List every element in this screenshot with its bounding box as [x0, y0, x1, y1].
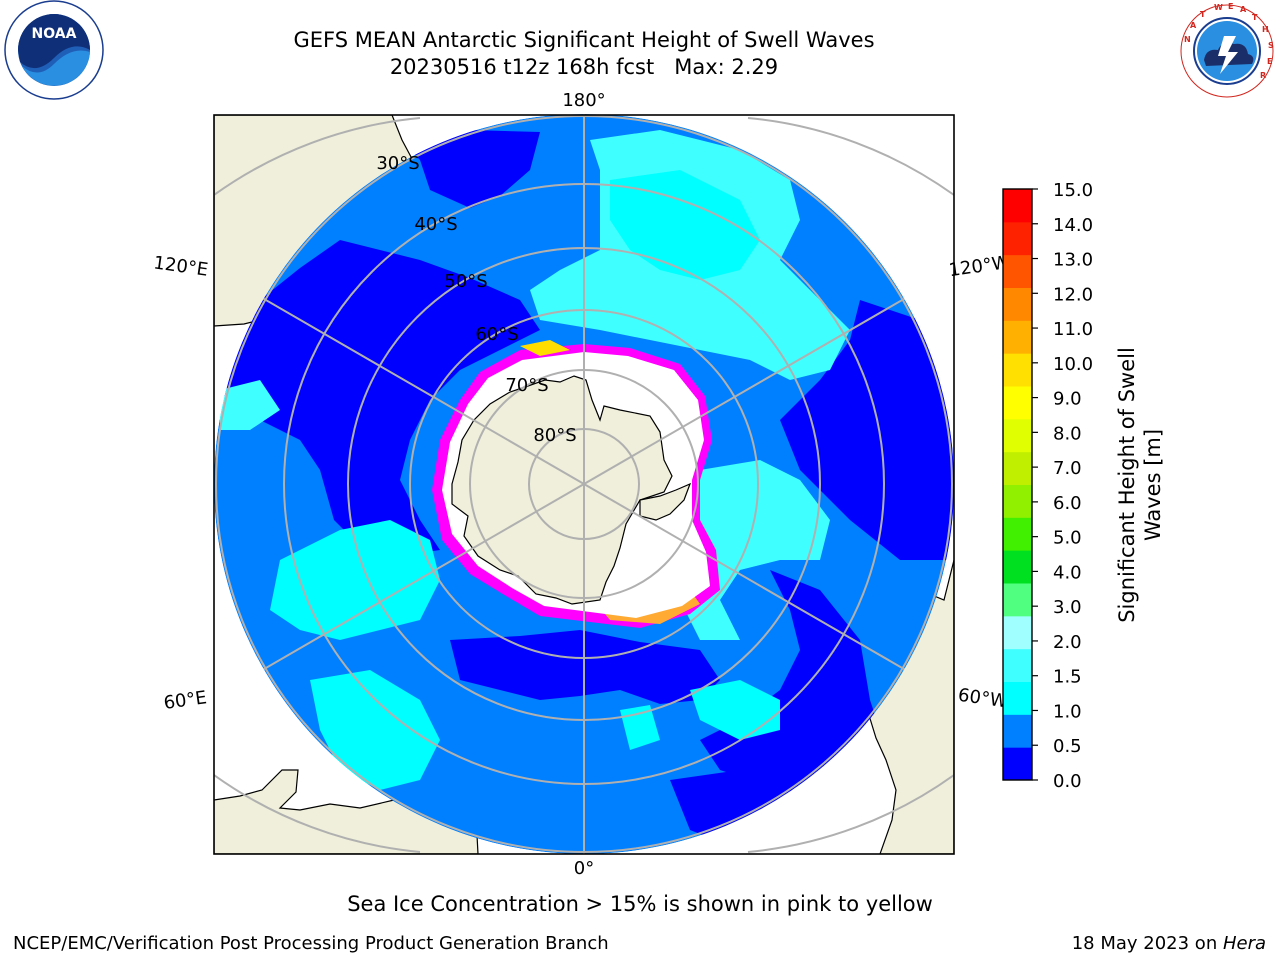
colorbar-tick-label: 3.0 [1053, 597, 1082, 618]
svg-text:R: R [1260, 71, 1266, 80]
footer-date: 18 May 2023 on Hera [1072, 933, 1266, 954]
ocean-low-swell-indian [214, 240, 540, 556]
colorbar-tick-label: 6.0 [1053, 493, 1082, 514]
title-line-1: GEFS MEAN Antarctic Significant Height o… [293, 28, 875, 52]
colorbar-segment [1003, 451, 1032, 485]
colorbar-tick-label: 14.0 [1053, 215, 1093, 236]
map-frame [213, 114, 955, 855]
land-antarctica [451, 375, 673, 605]
colorbar-segment [1003, 386, 1032, 420]
graticule [214, 114, 954, 854]
colorbar-segment [1003, 320, 1032, 354]
colorbar-tick-label: 5.0 [1053, 528, 1082, 549]
colorbar-tick-label: 9.0 [1053, 389, 1082, 410]
lat-label-40s: 40°S [414, 214, 457, 235]
colorbar-tick-label: 13.0 [1053, 250, 1093, 271]
colorbar-frame [1002, 188, 1033, 781]
svg-text:A: A [1240, 5, 1247, 14]
noaa-logo-text: NOAA [32, 26, 77, 42]
lon-label-60e: 60°E [162, 687, 208, 714]
colorbar-segment [1003, 221, 1032, 256]
colorbar-segment [1003, 681, 1032, 715]
ocean-low-swell-pacific-east [780, 300, 954, 560]
colorbar-segment [1003, 189, 1032, 223]
ocean-low-swell-drake [700, 570, 890, 800]
colorbar-tick-label: 1.5 [1053, 667, 1082, 688]
land-antarctic-peninsula [639, 482, 692, 521]
colorbar-segment [1003, 583, 1032, 617]
svg-text:S: S [1268, 41, 1274, 50]
colorbar-tick-label: 11.0 [1053, 319, 1093, 340]
lat-label-50s: 50°S [444, 271, 487, 292]
colorbar-segment [1003, 287, 1032, 321]
colorbar-title-line-2: Waves [m] [1141, 428, 1165, 542]
colorbar-segment [1003, 484, 1032, 518]
colorbar-tick-label: 10.0 [1053, 354, 1093, 375]
lat-label-80s: 80°S [533, 425, 576, 446]
ocean-moderate-swell-south [690, 680, 780, 740]
noaa-logo: NOAA [4, 0, 104, 100]
lat-label-30s: 30°S [376, 153, 419, 174]
colorbar-tick-label: 1.0 [1053, 701, 1082, 722]
title-line-2: 20230516 t12z 168h fcst Max: 2.29 [389, 55, 779, 79]
colorbar-tick-label: 0.0 [1053, 771, 1082, 792]
lon-label-60w: 60°W [957, 685, 1009, 713]
colorbar-title-line-1: Significant Height of Swell [1115, 347, 1139, 623]
colorbar-segment [1003, 353, 1032, 387]
svg-text:T: T [1252, 13, 1258, 22]
lon-label-0: 0° [574, 858, 594, 879]
colorbar-tick-label: 12.0 [1053, 284, 1093, 305]
footer-credit: NCEP/EMC/Verification Post Processing Pr… [13, 933, 609, 954]
svg-text:A: A [1190, 21, 1197, 30]
colorbar-segment [1003, 648, 1032, 682]
sea-ice-edge-yellow [520, 340, 570, 356]
svg-text:E: E [1267, 57, 1272, 66]
ocean-high-swell-west [220, 380, 280, 430]
svg-text:T: T [1200, 10, 1206, 19]
lon-label-120e: 120°E [152, 252, 209, 280]
colorbar-tick-label: 15.0 [1053, 180, 1093, 201]
svg-text:H: H [1262, 25, 1269, 34]
colorbar-tick-label: 4.0 [1053, 562, 1082, 583]
colorbar-segment [1003, 517, 1032, 551]
colorbar-segment [1003, 254, 1032, 288]
footer-date-text: 18 May 2023 on [1071, 933, 1223, 954]
svg-text:N: N [1184, 35, 1191, 44]
colorbar-tick-label: 2.0 [1053, 632, 1082, 653]
footer-host: Hera [1222, 933, 1266, 954]
svg-text:E: E [1228, 2, 1233, 11]
colorbar-segment [1003, 550, 1032, 584]
lon-label-120w: 120°W [947, 252, 1011, 281]
colorbar-segment [1003, 418, 1032, 453]
lon-label-180: 180° [562, 90, 605, 111]
colorbar-segment [1003, 615, 1032, 650]
lat-label-60s: 60°S [475, 324, 518, 345]
colorbar-tick-label: 0.5 [1053, 736, 1082, 757]
colorbar: 0.0 0.5 1.0 1.5 2.0 3.0 4.0 5.0 6.0 7.0 8.0 9.0 10.0… [1002, 180, 1093, 792]
colorbar-segment [1003, 714, 1032, 748]
lat-label-70s: 70°S [505, 375, 548, 396]
colorbar-tick-label: 8.0 [1053, 423, 1082, 444]
colorbar-tick-label: 7.0 [1053, 458, 1082, 479]
svg-text:W: W [1214, 3, 1223, 12]
ocean-moderate-swell-pacific [610, 170, 760, 280]
ocean-moderate-swell-southwest [310, 670, 440, 790]
ocean-low-swell-tasman [400, 130, 540, 208]
colorbar-segment [1003, 747, 1032, 781]
sea-ice-note: Sea Ice Concentration > 15% is shown in … [347, 892, 933, 916]
